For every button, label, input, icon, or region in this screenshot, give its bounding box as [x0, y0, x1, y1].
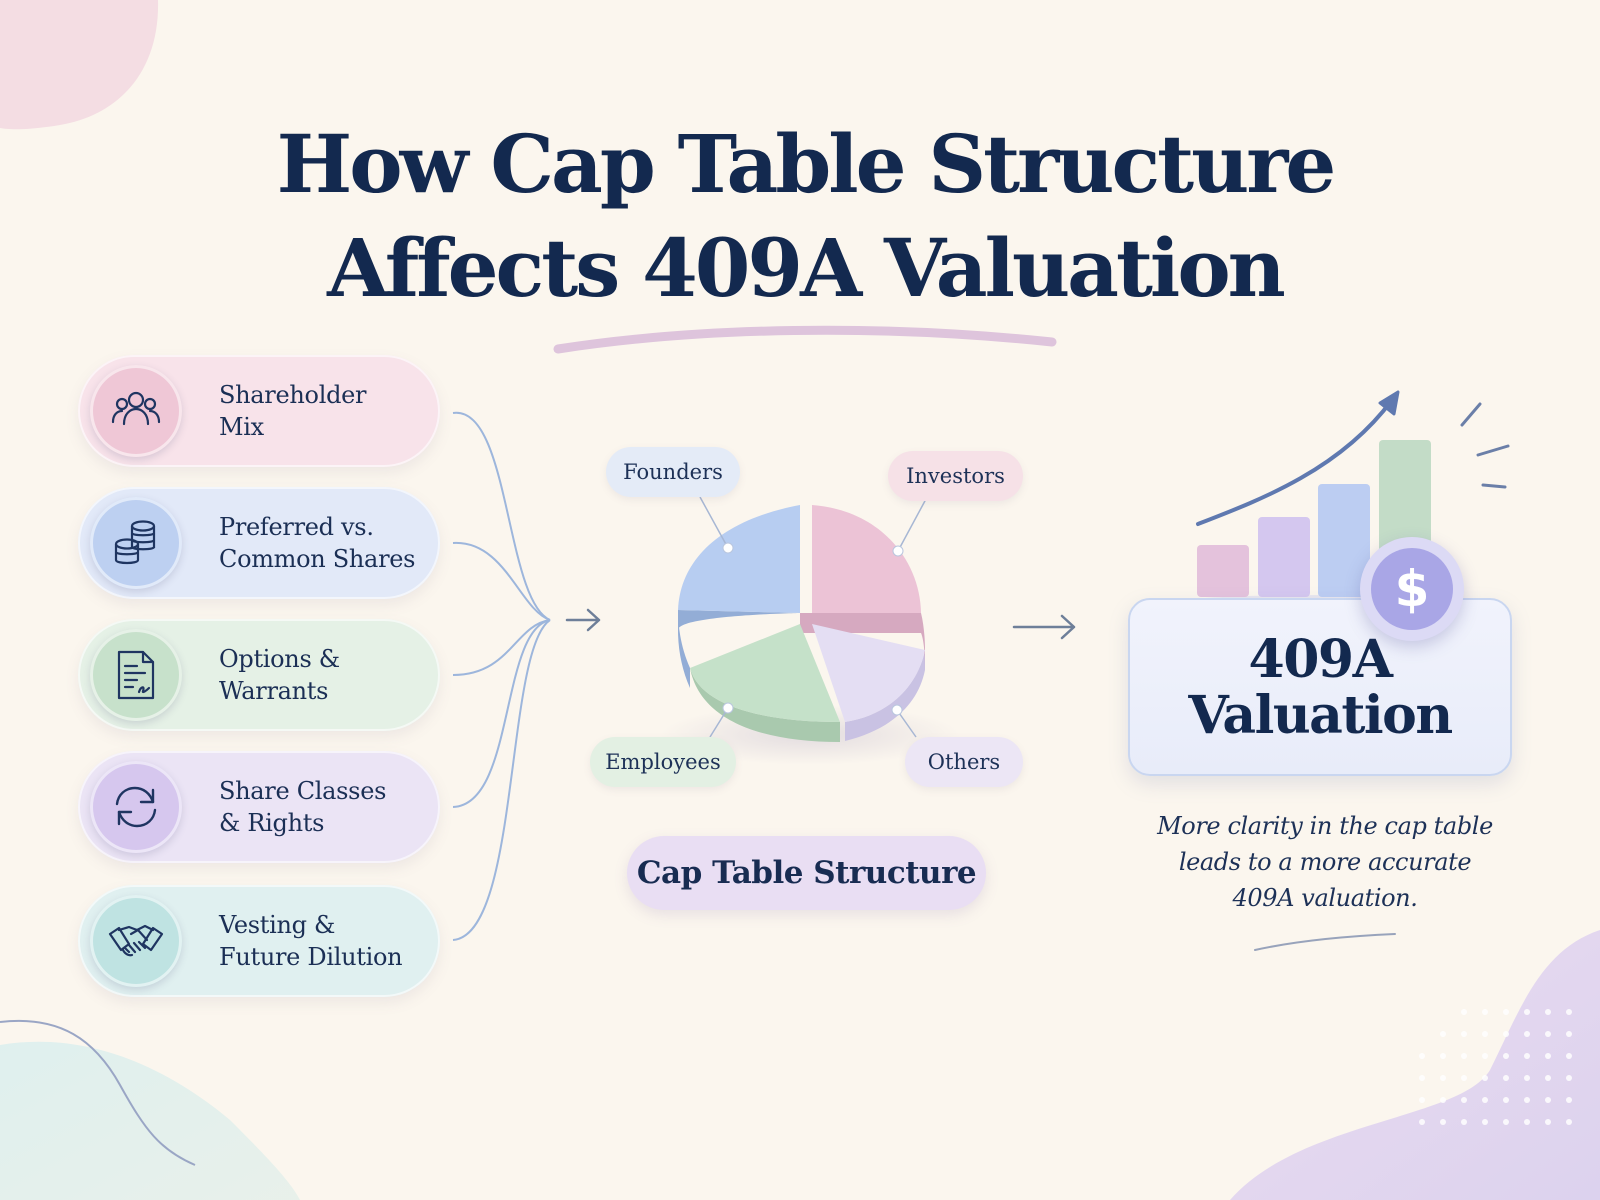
- note-line-1: More clarity in the cap table: [1157, 812, 1493, 840]
- page-title: How Cap Table Structure Affects 409A Val…: [0, 112, 1600, 320]
- handshake-icon: [90, 895, 182, 987]
- valuation-title: 409A Valuation: [1128, 632, 1512, 744]
- pie-side-employees: [690, 668, 840, 742]
- slice-label-founders: Founders: [606, 447, 740, 497]
- valuation-line-1: 409A: [1248, 629, 1393, 690]
- factor-connectors: [452, 411, 551, 941]
- cap-table-structure-label: Cap Table Structure: [627, 836, 986, 910]
- factor-card-vesting-dilution: Vesting & Future Dilution: [78, 885, 440, 997]
- coin-stack-icon: [90, 497, 182, 589]
- title-line-1: How Cap Table Structure: [276, 117, 1337, 211]
- blob-bottom-left: [0, 1041, 300, 1200]
- factor-card-shareholder-mix: Shareholder Mix: [78, 355, 440, 467]
- factor-label: Preferred vs. Common Shares: [219, 513, 416, 573]
- factor-card-preferred-vs-common: Preferred vs. Common Shares: [78, 487, 440, 599]
- valuation-card: [1128, 598, 1512, 776]
- caption-underline: [1254, 933, 1396, 951]
- factor-label: Vesting & Future Dilution: [219, 911, 403, 971]
- dollar-coin-icon: $: [1360, 537, 1464, 641]
- title-underline: [553, 325, 1057, 354]
- refresh-cycle-icon: [90, 761, 182, 853]
- slice-label-employees: Employees: [590, 737, 736, 787]
- factor-card-share-classes: Share Classes & Rights: [78, 751, 440, 863]
- pie-slice-founders: [678, 505, 800, 613]
- title-line-2: Affects 409A Valuation: [327, 221, 1286, 315]
- growth-bar-2: [1258, 517, 1310, 597]
- valuation-note: More clarity in the cap table leads to a…: [1140, 808, 1510, 916]
- cap-table-pie: [660, 496, 960, 765]
- growth-bar-3: [1318, 484, 1370, 597]
- note-line-2: leads to a more accurate: [1178, 848, 1472, 876]
- factor-label: Options & Warrants: [219, 645, 340, 705]
- factor-card-options-warrants: Options & Warrants: [78, 619, 440, 731]
- signed-document-icon: [90, 629, 182, 721]
- pie-slice-others: [812, 624, 925, 722]
- blob-top-left: [0, 0, 159, 130]
- note-line-3: 409A valuation.: [1232, 884, 1418, 912]
- people-group-icon: [90, 365, 182, 457]
- pie-slice-investors: [812, 505, 921, 613]
- growth-bar-1: [1197, 545, 1249, 597]
- pie-slice-employees: [690, 624, 840, 722]
- pie-side-others: [845, 650, 925, 741]
- factor-label: Share Classes & Rights: [219, 777, 387, 837]
- growth-arrow: [1196, 398, 1394, 526]
- flow-arrows: [565, 608, 1076, 640]
- dot-grid: [1419, 1009, 1572, 1125]
- dollar-symbol: $: [1371, 548, 1453, 630]
- slice-label-investors: Investors: [888, 451, 1023, 501]
- blob-bottom-right: [1230, 930, 1600, 1200]
- factor-label: Shareholder Mix: [219, 381, 367, 441]
- valuation-line-2: Valuation: [1188, 685, 1453, 746]
- decor-line-bottom-left: [0, 1019, 196, 1166]
- slice-label-others: Others: [905, 737, 1023, 787]
